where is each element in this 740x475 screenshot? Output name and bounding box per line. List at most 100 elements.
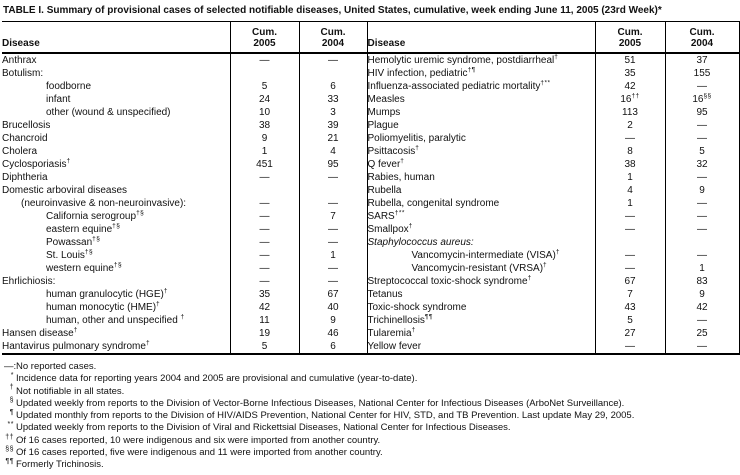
case-count: 7	[594, 288, 665, 301]
footnote-reference: †§	[136, 210, 145, 217]
footnote-reference: †	[156, 301, 161, 308]
footnote-line: ** Updated weekly from reports to the Div…	[7, 421, 511, 434]
disease-name: western equine†§	[46, 262, 123, 274]
footnote-reference: †§	[84, 249, 94, 256]
case-count	[298, 67, 367, 80]
case-count: 46	[298, 327, 367, 340]
disease-name: Toxic-shock syndrome	[366, 301, 595, 314]
disease-name: Streptococcal toxic-shock syndrome†	[366, 275, 595, 288]
footnote-reference: †	[415, 145, 420, 152]
case-count: —	[664, 132, 740, 145]
disease-name: Anthrax	[2, 55, 37, 66]
case-count: 51	[594, 53, 665, 67]
header-year-label: 2004	[690, 38, 714, 49]
table-row: Hansen disease† 19 46 Tularemia† 27 25	[2, 327, 740, 340]
case-count: 11	[229, 314, 299, 327]
table-row: Chancroid 9 21 Poliomyelitis, paralytic — —	[2, 132, 740, 145]
footnote-reference: §§	[703, 93, 712, 100]
footnote-line: ¶ Updated monthly from reports to the Div…	[9, 409, 635, 422]
case-count: 27	[594, 327, 665, 340]
table-body: Anthrax — — Hemolytic uremic syndrome, post…	[2, 53, 740, 354]
case-count: —	[229, 197, 299, 210]
case-count: 9	[664, 184, 740, 197]
case-count: 21	[298, 132, 367, 145]
disease-name: Tularemia†	[366, 327, 595, 340]
table-row: eastern equine†§ — — Smallpox† — —	[2, 223, 740, 236]
table-row: Cyclosporiasis† 451 95 Q fever† 38 32	[2, 158, 740, 171]
disease-name: Brucellosis	[2, 120, 51, 131]
footnote-reference: †	[543, 262, 548, 269]
footnote-reference: †**	[540, 80, 551, 87]
footnote-reference: †§	[113, 262, 123, 269]
case-count: 9	[229, 132, 299, 145]
table-row: infant 24 33 Measles 16†† 16§§	[2, 93, 740, 106]
case-count: —	[594, 249, 665, 262]
case-count: —	[594, 340, 665, 354]
disease-name: Rabies, human	[366, 171, 595, 184]
case-count: 37	[664, 53, 740, 67]
footnote-text: Updated weekly from reports to the Divis…	[16, 422, 511, 434]
case-count: 113	[594, 106, 665, 119]
table-row: Anthrax — — Hemolytic uremic syndrome, post…	[2, 53, 740, 67]
case-count: —	[664, 249, 740, 262]
case-count: —	[298, 171, 367, 184]
case-count: 7	[298, 210, 367, 223]
case-count: 95	[298, 158, 367, 171]
footnote-marker: —:	[4, 361, 17, 372]
notifiable-diseases-table: Disease Cum. 2005 Cum. 2004 Disease Cum.…	[2, 21, 740, 355]
header-cum-2005-left: Cum. 2005	[229, 21, 299, 54]
case-count: 4	[594, 184, 665, 197]
case-count: 38	[229, 119, 299, 132]
case-count: 19	[229, 327, 299, 340]
footnote-line: * Incidence data for reporting years 2004…	[10, 372, 418, 385]
footnote-line: —:No reported cases.	[4, 361, 739, 373]
disease-name: Mumps	[366, 106, 595, 119]
case-count: 1	[594, 197, 665, 210]
case-count: 1	[298, 249, 367, 262]
disease-name: Poliomyelitis, paralytic	[366, 132, 595, 145]
disease-name: Chancroid	[2, 133, 48, 144]
disease-name: Tetanus	[366, 288, 595, 301]
case-count: 83	[664, 275, 740, 288]
case-count: 6	[298, 340, 367, 354]
footnote-text: Of 16 cases reported, five were indigeno…	[16, 447, 383, 459]
footnote-text: Updated weekly from reports to the Divis…	[16, 397, 625, 409]
footnote-reference: ¶¶	[424, 314, 433, 321]
footnote-reference: †	[73, 327, 78, 334]
disease-name: Powassan†§	[46, 236, 101, 248]
case-count: 5	[664, 145, 740, 158]
table-row: Hantavirus pulmonary syndrome† 5 6 Yellow f…	[2, 340, 740, 354]
case-count	[229, 184, 299, 197]
case-count: —	[298, 236, 367, 249]
footnote-line: † Not notifiable in all states.	[9, 384, 125, 397]
footnote-line: ¶¶ Formerly Trichinosis.	[5, 458, 104, 471]
case-count: —	[594, 132, 665, 145]
case-count: —	[229, 223, 299, 236]
disease-name: Influenza-associated pediatric mortality…	[366, 80, 595, 93]
case-count: 35	[229, 288, 299, 301]
case-count: —	[664, 340, 740, 354]
case-count	[229, 67, 299, 80]
case-count: 2	[594, 119, 665, 132]
disease-name: Yellow fever	[366, 340, 595, 354]
table-row: Diphtheria — — Rabies, human 1—	[2, 171, 740, 184]
case-count: —	[229, 53, 299, 67]
header-cum-label: Cum.	[617, 27, 643, 38]
footnote-reference: †	[400, 158, 405, 165]
footnote-reference: †	[180, 314, 185, 321]
case-count: 10	[229, 106, 299, 119]
disease-name: Domestic arboviral diseases	[2, 185, 128, 196]
disease-name: Measles	[366, 93, 595, 106]
disease-name: human, other and unspecified †	[46, 314, 185, 326]
disease-name: California serogroup†§	[46, 210, 145, 222]
table-header: Disease Cum. 2005 Cum. 2004 Disease Cum.…	[2, 21, 740, 54]
case-count: —	[664, 223, 740, 236]
footnote-line: § Updated weekly from reports to the Divi…	[9, 396, 625, 409]
disease-name: human monocytic (HME)†	[46, 301, 161, 313]
disease-name: Cyclosporiasis†	[2, 158, 71, 170]
header-cum-2004-left: Cum. 2004	[298, 21, 367, 54]
disease-name: Ehrlichiosis:	[2, 276, 56, 287]
case-count: 38	[594, 158, 665, 171]
footnote-text: Not notifiable in all states.	[16, 385, 125, 397]
table-row: Ehrlichiosis: — — Streptococcal toxic-shock…	[2, 275, 740, 288]
